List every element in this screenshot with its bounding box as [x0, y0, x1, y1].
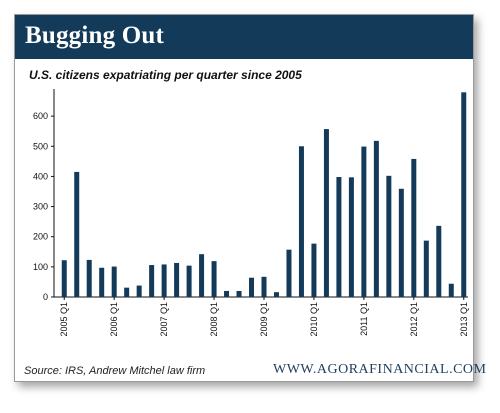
bar-2012-q2: [423, 240, 429, 297]
source-note: Source: IRS, Andrew Mitchel law firm: [24, 365, 206, 377]
bar-2005-q4: [99, 267, 105, 297]
bar-2011-q4: [398, 188, 404, 297]
x-tick-label: 2006 Q1: [109, 302, 119, 337]
bar-2012-q1: [411, 158, 417, 297]
chart-frame: Bugging Out: [14, 14, 474, 382]
bar-2006-q3: [136, 285, 142, 297]
bar-2011-q3: [386, 175, 392, 297]
bar-2007-q1: [161, 264, 167, 297]
x-tick-label: 2009 Q1: [259, 302, 269, 337]
bar-2010-q1: [311, 243, 317, 297]
x-tick-label: 2011 Q1: [359, 302, 369, 336]
bar-2009-q3: [286, 249, 292, 297]
y-tick-label: 400: [33, 171, 48, 181]
bar-2005-q1: [61, 260, 67, 297]
chart-title: U.S. citizens expatriating per quarter s…: [29, 68, 302, 82]
y-tick-label: 600: [33, 111, 48, 121]
bar-2009-q4: [298, 146, 304, 297]
x-tick-label: 2005 Q1: [59, 302, 69, 337]
bar-2011-q2: [373, 140, 379, 297]
y-tick-label: 300: [33, 202, 48, 212]
x-tick-label: 2010 Q1: [309, 302, 319, 337]
y-tick-label: 100: [33, 262, 48, 272]
bar-2010-q2: [323, 129, 329, 297]
bar-2007-q3: [186, 265, 192, 297]
x-tick-label: 2007 Q1: [159, 302, 169, 337]
bar-2006-q1: [111, 266, 117, 297]
y-tick-label: 500: [33, 141, 48, 151]
bar-2005-q2: [74, 171, 80, 297]
bar-2009-q1: [261, 276, 267, 297]
bar-2008-q4: [249, 277, 255, 297]
bar-2012-q3: [436, 225, 442, 297]
y-tick-label: 200: [33, 232, 48, 242]
bar-2007-q2: [174, 262, 180, 297]
bar-2013-q1: [461, 92, 467, 297]
bar-2008-q1: [211, 261, 217, 297]
bar-2010-q3: [336, 177, 342, 297]
y-tick-label: 0: [43, 292, 48, 302]
bar-2008-q2: [224, 290, 230, 297]
bar-2006-q4: [149, 265, 155, 297]
bar-2011-q1: [361, 146, 367, 297]
x-tick-label: 2012 Q1: [409, 302, 419, 337]
x-tick-label: 2013 Q1: [459, 302, 469, 337]
bar-2008-q3: [236, 290, 242, 297]
chart-banner-title: Bugging Out: [25, 22, 165, 49]
bar-2009-q2: [273, 292, 279, 297]
bar-2007-q4: [199, 254, 205, 297]
site-url: WWW.AGORAFINANCIAL.COM: [273, 362, 487, 377]
title-bar: Bugging Out: [15, 15, 473, 59]
bar-2012-q4: [448, 283, 454, 297]
bar-2006-q2: [124, 287, 130, 297]
bar-2010-q4: [348, 177, 354, 297]
x-tick-label: 2008 Q1: [209, 302, 219, 337]
bar-2005-q3: [86, 259, 92, 297]
